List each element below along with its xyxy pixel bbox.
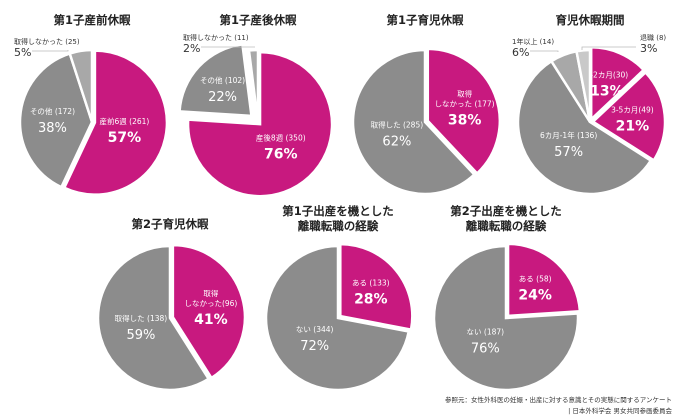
chart-title: 第1子産前休暇 — [53, 13, 131, 27]
pie-slice — [62, 49, 169, 196]
pie-slice — [96, 244, 211, 392]
leader-line — [581, 46, 636, 50]
slice-percent: 21% — [616, 118, 650, 134]
slice-percent: 13% — [590, 83, 624, 99]
slice-label: ない (187) — [467, 328, 505, 337]
pie-slice — [68, 48, 94, 123]
slice-percent: 57% — [108, 130, 142, 146]
slice-label: しなかった(96) — [184, 299, 237, 308]
slice-percent: 28% — [354, 291, 388, 307]
slice-label: 3-5カ月(49) — [611, 105, 654, 114]
slice-percent: 24% — [518, 287, 552, 303]
leader-line — [530, 50, 559, 52]
pie-slice — [575, 48, 592, 123]
chart-title: 育児休暇期間 — [556, 13, 625, 27]
slice-label: 6カ月-1年 (136) — [540, 130, 597, 140]
slice-percent: 57% — [554, 145, 583, 160]
slice-percent: 3% — [640, 42, 657, 55]
pie-slice — [506, 242, 582, 318]
slice-percent: 2% — [183, 42, 200, 55]
slice-label: 産後8週 (350) — [256, 133, 306, 143]
slice-label: その他 (172) — [30, 106, 75, 116]
slice-label: ある (133) — [352, 278, 390, 287]
slice-label: その他 (102) — [200, 75, 245, 85]
slice-label: ある (58) — [519, 274, 552, 283]
slice-percent: 59% — [127, 328, 156, 343]
chart-title: 第2子出産を機とした — [450, 204, 562, 218]
slice-percent: 62% — [382, 135, 411, 150]
slice-label: 産前6週 (261) — [100, 116, 150, 126]
pie-slice — [432, 244, 580, 392]
slice-label: 取得しなかった (25) — [14, 37, 80, 46]
pie-slice — [590, 70, 667, 163]
slice-percent: 76% — [471, 342, 500, 357]
pie-slice — [516, 59, 653, 196]
chart-title: 第1子産後休暇 — [219, 13, 297, 27]
pie-slice — [18, 51, 94, 189]
chart-title: 離職転職の経験 — [466, 219, 547, 233]
source-line-2: | 日本外科学会 男女共同参画委員会 — [568, 406, 672, 415]
pie-slice — [426, 47, 501, 176]
chart-title: 離職転職の経験 — [298, 219, 379, 233]
slice-percent: 72% — [300, 339, 329, 354]
slice-label: 退職 (8) — [640, 33, 666, 42]
slice-percent: 6% — [512, 46, 529, 59]
slice-label: 取得した (138) — [115, 313, 168, 323]
leader-line — [32, 50, 69, 52]
chart-title: 第1子出産を機とした — [282, 204, 394, 218]
chart-title: 第2子育児休暇 — [131, 217, 209, 231]
slice-label: 取得しなかった (11) — [183, 33, 249, 42]
slice-percent: 38% — [448, 112, 482, 128]
slice-label: 取得 — [457, 88, 472, 98]
slice-label: 1-2カ月(30) — [586, 70, 629, 79]
slice-percent: 22% — [208, 90, 237, 105]
slice-label: 1年以上 (14) — [512, 37, 554, 46]
slice-label: 取得した (285) — [371, 120, 424, 130]
pie-slice — [186, 50, 334, 198]
slice-label: 取得 — [203, 288, 218, 298]
slice-percent: 76% — [264, 147, 298, 163]
pie-chart-4: 育児休暇期間 1-2カ月(30) 13% 3-5カ月(49) 21% 6カ月-1年 (13… — [512, 13, 667, 196]
pie-slice — [171, 243, 247, 380]
source-line-1: 参照元：女性外科医の妊娠・出産に対する意識とその実態に関するアンケート — [445, 395, 672, 404]
chart-title: 第1子育児休暇 — [386, 13, 464, 27]
pie-slice — [264, 244, 411, 392]
pie-slice — [351, 48, 477, 196]
pie-slice — [178, 43, 253, 118]
pie-slice — [339, 242, 414, 332]
slice-percent: 41% — [194, 312, 228, 328]
slice-percent: 38% — [38, 121, 67, 136]
slice-percent: 5% — [14, 46, 31, 59]
pie-slice — [247, 48, 260, 123]
slice-label: しなかった (177) — [435, 99, 495, 108]
slice-label: ない (344) — [296, 325, 334, 334]
